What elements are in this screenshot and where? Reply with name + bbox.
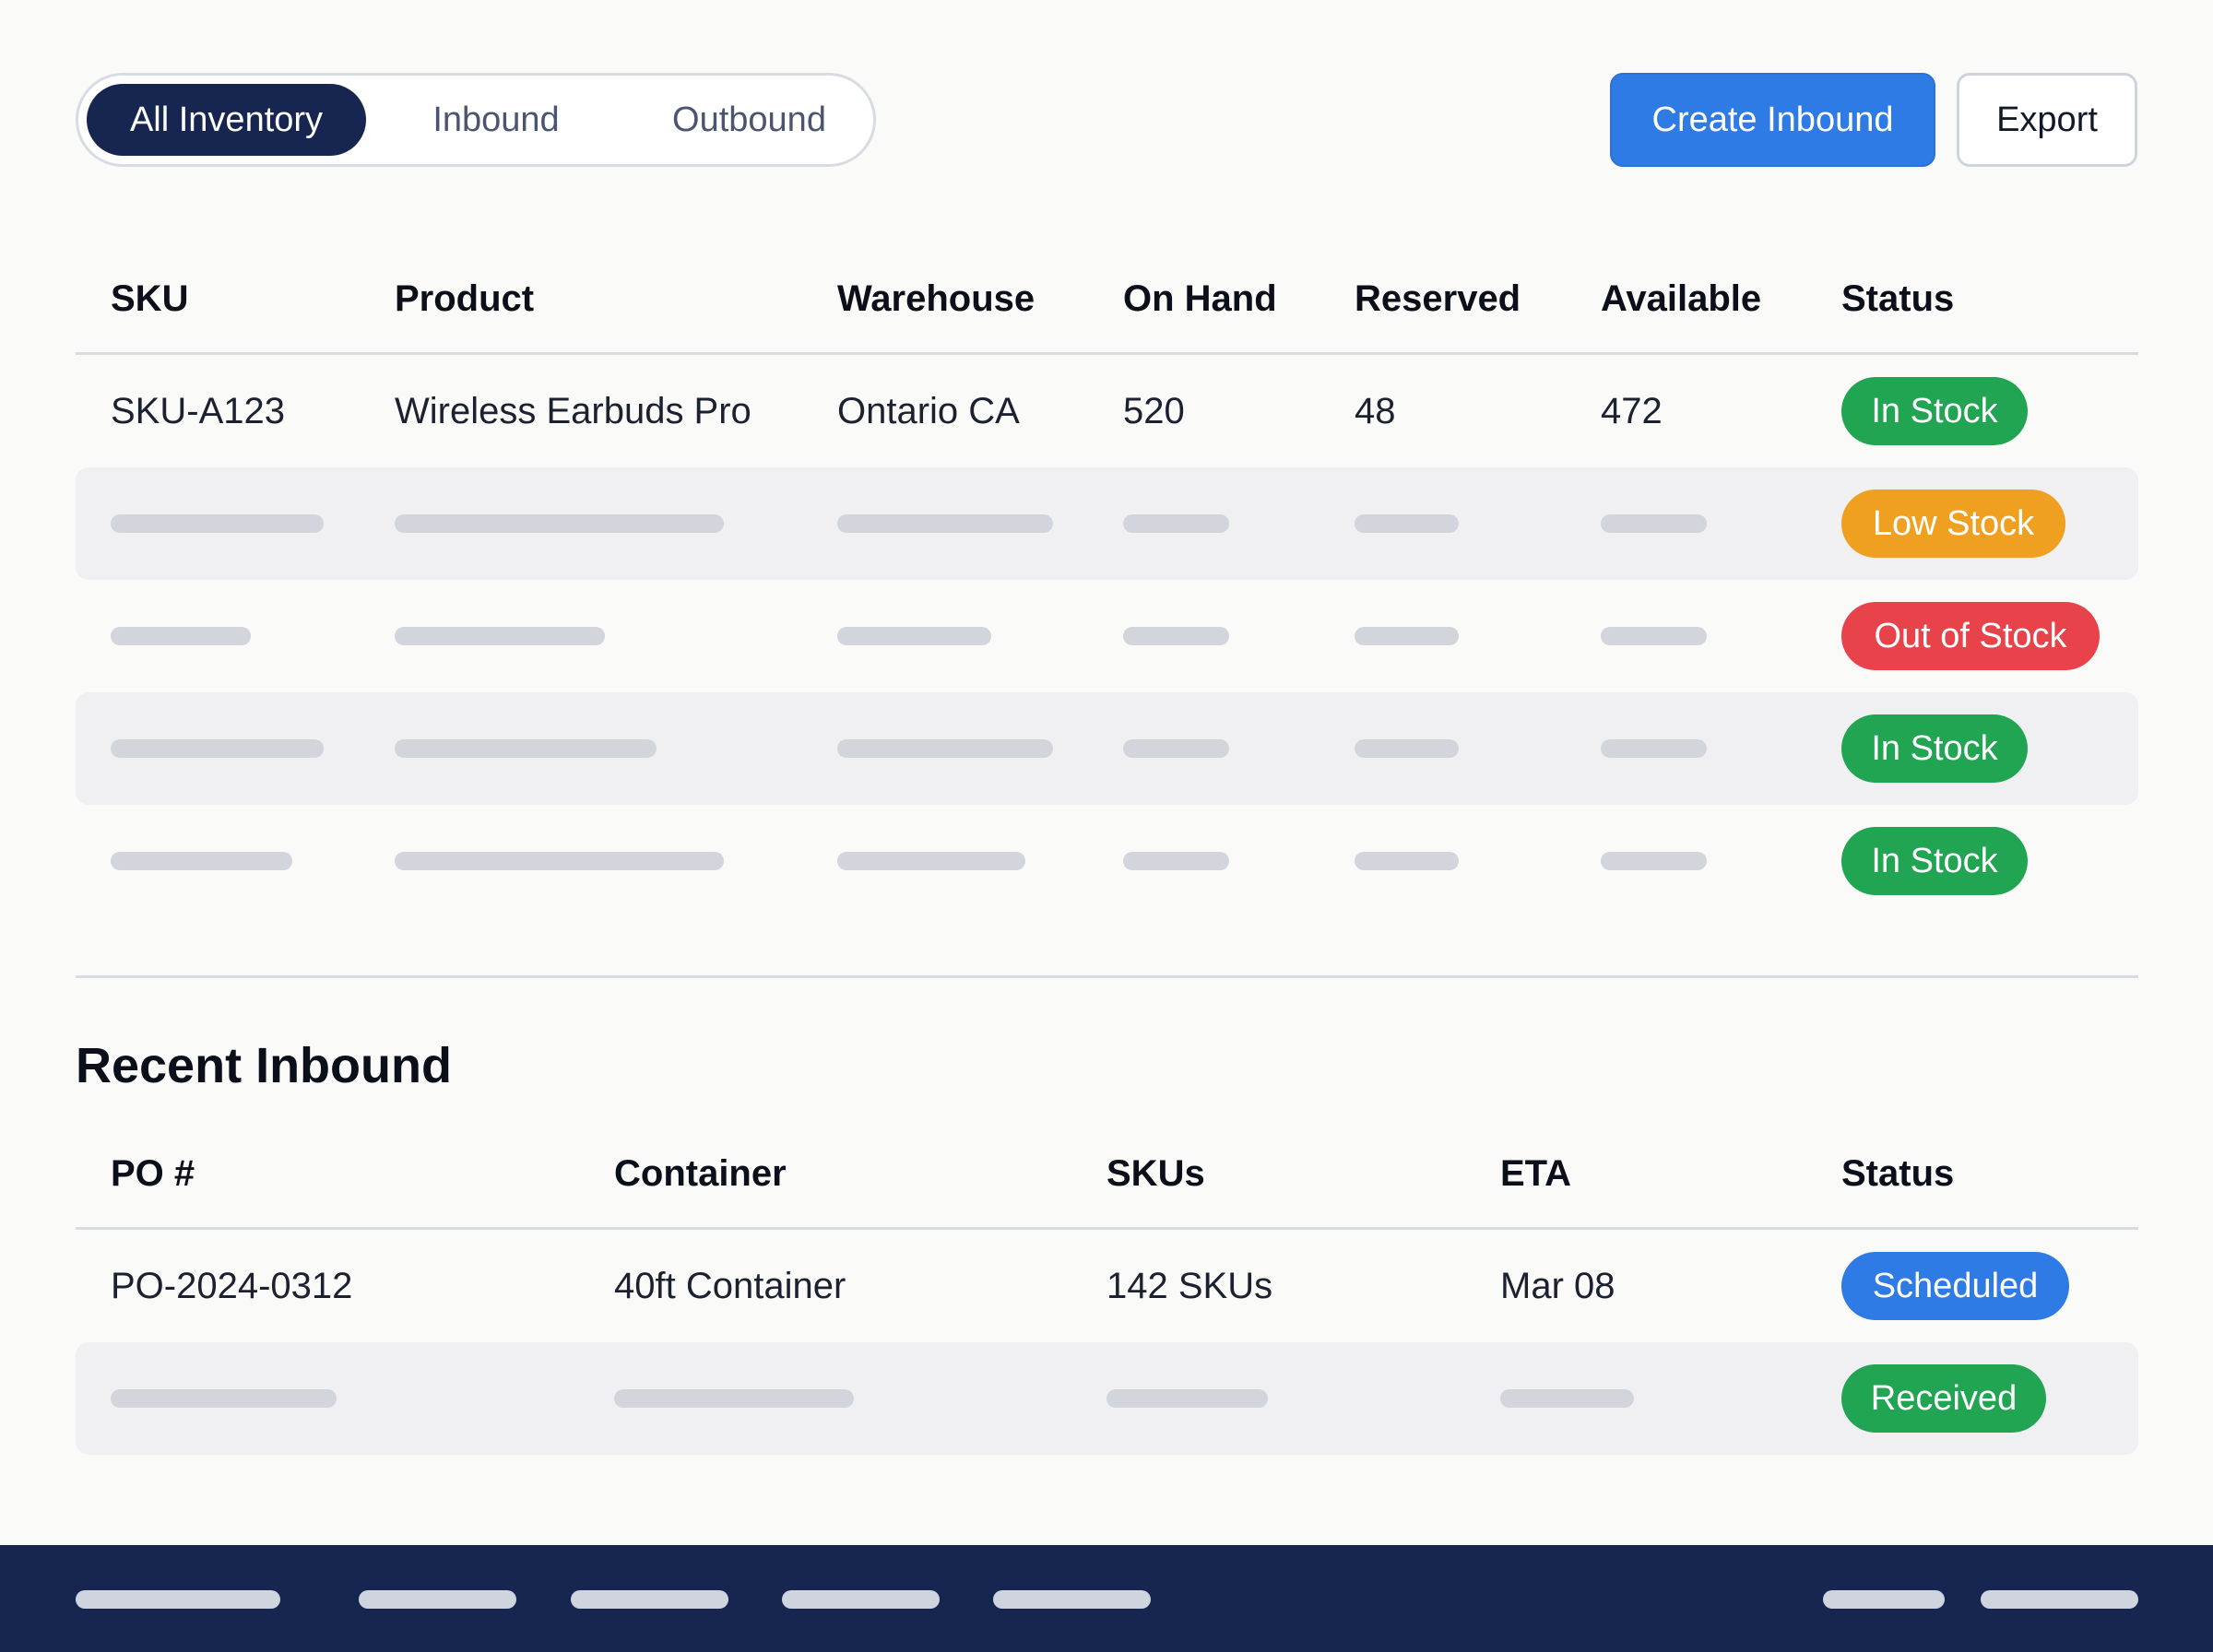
footer-bar — [0, 1545, 2213, 1652]
export-button[interactable]: Export — [1957, 73, 2137, 167]
table-row[interactable]: In Stock — [76, 692, 2138, 805]
on-hand-cell-placeholder — [1123, 467, 1229, 580]
column-header-reserved[interactable]: Reserved — [1355, 277, 1521, 319]
inventory-table-header: SKU Product Warehouse On Hand Reserved A… — [76, 242, 2138, 355]
product-cell-placeholder — [395, 692, 657, 805]
sku-cell-placeholder — [111, 805, 292, 917]
section-divider — [76, 975, 2138, 978]
sku-cell-placeholder — [111, 692, 324, 805]
tab-inbound[interactable]: Inbound — [432, 100, 560, 139]
container-cell: 40ft Container — [614, 1265, 846, 1306]
po-cell-placeholder — [111, 1342, 337, 1455]
footer-link-placeholder[interactable] — [359, 1590, 516, 1609]
sku-cell-placeholder — [111, 467, 324, 580]
eta-cell: Mar 08 — [1500, 1265, 1615, 1306]
available-cell-placeholder — [1601, 467, 1707, 580]
footer-link-placeholder[interactable] — [993, 1590, 1151, 1609]
container-cell-placeholder — [614, 1342, 854, 1455]
section-title-recent-inbound: Recent Inbound — [76, 1038, 452, 1093]
view-tab-switcher: All Inventory Inbound Outbound — [76, 73, 876, 167]
column-header-skus[interactable]: SKUs — [1106, 1152, 1205, 1194]
column-header-status[interactable]: Status — [1841, 277, 1955, 319]
on-hand-cell-placeholder — [1123, 805, 1229, 917]
reserved-cell-placeholder — [1355, 692, 1459, 805]
footer-link-placeholder[interactable] — [76, 1590, 280, 1609]
status-badge: In Stock — [1841, 714, 2028, 783]
table-row[interactable]: Low Stock — [76, 467, 2138, 580]
inventory-table: SKU Product Warehouse On Hand Reserved A… — [76, 242, 2138, 917]
available-cell-placeholder — [1601, 805, 1707, 917]
footer-link-placeholder[interactable] — [1981, 1590, 2138, 1609]
warehouse-cell-placeholder — [837, 805, 1025, 917]
column-header-sku[interactable]: SKU — [111, 277, 189, 319]
status-badge: Out of Stock — [1841, 602, 2100, 670]
column-header-product[interactable]: Product — [395, 277, 535, 319]
available-cell-placeholder — [1601, 692, 1707, 805]
table-row[interactable]: Received — [76, 1342, 2138, 1455]
tab-outbound[interactable]: Outbound — [672, 100, 826, 139]
recent-inbound-table: PO # Container SKUs ETA Status PO-2024-0… — [76, 1117, 2138, 1455]
status-badge: Low Stock — [1841, 490, 2065, 558]
column-header-container[interactable]: Container — [614, 1152, 787, 1194]
warehouse-cell: Ontario CA — [837, 390, 1020, 431]
column-header-available[interactable]: Available — [1601, 277, 1762, 319]
table-row[interactable]: Out of Stock — [76, 580, 2138, 692]
footer-link-placeholder[interactable] — [1823, 1590, 1945, 1609]
reserved-cell: 48 — [1355, 390, 1396, 431]
reserved-cell-placeholder — [1355, 580, 1459, 692]
status-badge: In Stock — [1841, 377, 2028, 445]
column-header-eta[interactable]: ETA — [1500, 1152, 1572, 1194]
on-hand-cell: 520 — [1123, 390, 1185, 431]
po-cell: PO-2024-0312 — [111, 1265, 353, 1306]
create-inbound-button[interactable]: Create Inbound — [1610, 73, 1935, 167]
warehouse-cell-placeholder — [837, 467, 1053, 580]
sku-cell: SKU-A123 — [111, 390, 285, 431]
warehouse-cell-placeholder — [837, 692, 1053, 805]
column-header-po[interactable]: PO # — [111, 1152, 195, 1194]
table-row[interactable]: PO-2024-0312 40ft Container 142 SKUs Mar… — [76, 1230, 2138, 1342]
skus-cell-placeholder — [1106, 1342, 1268, 1455]
eta-cell-placeholder — [1500, 1342, 1634, 1455]
inbound-table-header: PO # Container SKUs ETA Status — [76, 1117, 2138, 1230]
status-badge: In Stock — [1841, 827, 2028, 895]
available-cell-placeholder — [1601, 580, 1707, 692]
product-cell-placeholder — [395, 467, 724, 580]
table-row[interactable]: SKU-A123 Wireless Earbuds Pro Ontario CA… — [76, 355, 2138, 467]
footer-link-placeholder[interactable] — [571, 1590, 728, 1609]
reserved-cell-placeholder — [1355, 467, 1459, 580]
skus-cell: 142 SKUs — [1106, 1265, 1273, 1306]
footer-link-placeholder[interactable] — [782, 1590, 940, 1609]
column-header-on-hand[interactable]: On Hand — [1123, 277, 1277, 319]
sku-cell-placeholder — [111, 580, 251, 692]
on-hand-cell-placeholder — [1123, 692, 1229, 805]
available-cell: 472 — [1601, 390, 1663, 431]
table-row[interactable]: In Stock — [76, 805, 2138, 917]
reserved-cell-placeholder — [1355, 805, 1459, 917]
column-header-warehouse[interactable]: Warehouse — [837, 277, 1035, 319]
product-cell: Wireless Earbuds Pro — [395, 390, 751, 431]
product-cell-placeholder — [395, 805, 724, 917]
on-hand-cell-placeholder — [1123, 580, 1229, 692]
tab-all-inventory[interactable]: All Inventory — [87, 84, 366, 156]
status-badge: Received — [1841, 1364, 2046, 1433]
product-cell-placeholder — [395, 580, 605, 692]
status-badge: Scheduled — [1841, 1252, 2069, 1320]
column-header-status[interactable]: Status — [1841, 1152, 1955, 1194]
warehouse-cell-placeholder — [837, 580, 991, 692]
